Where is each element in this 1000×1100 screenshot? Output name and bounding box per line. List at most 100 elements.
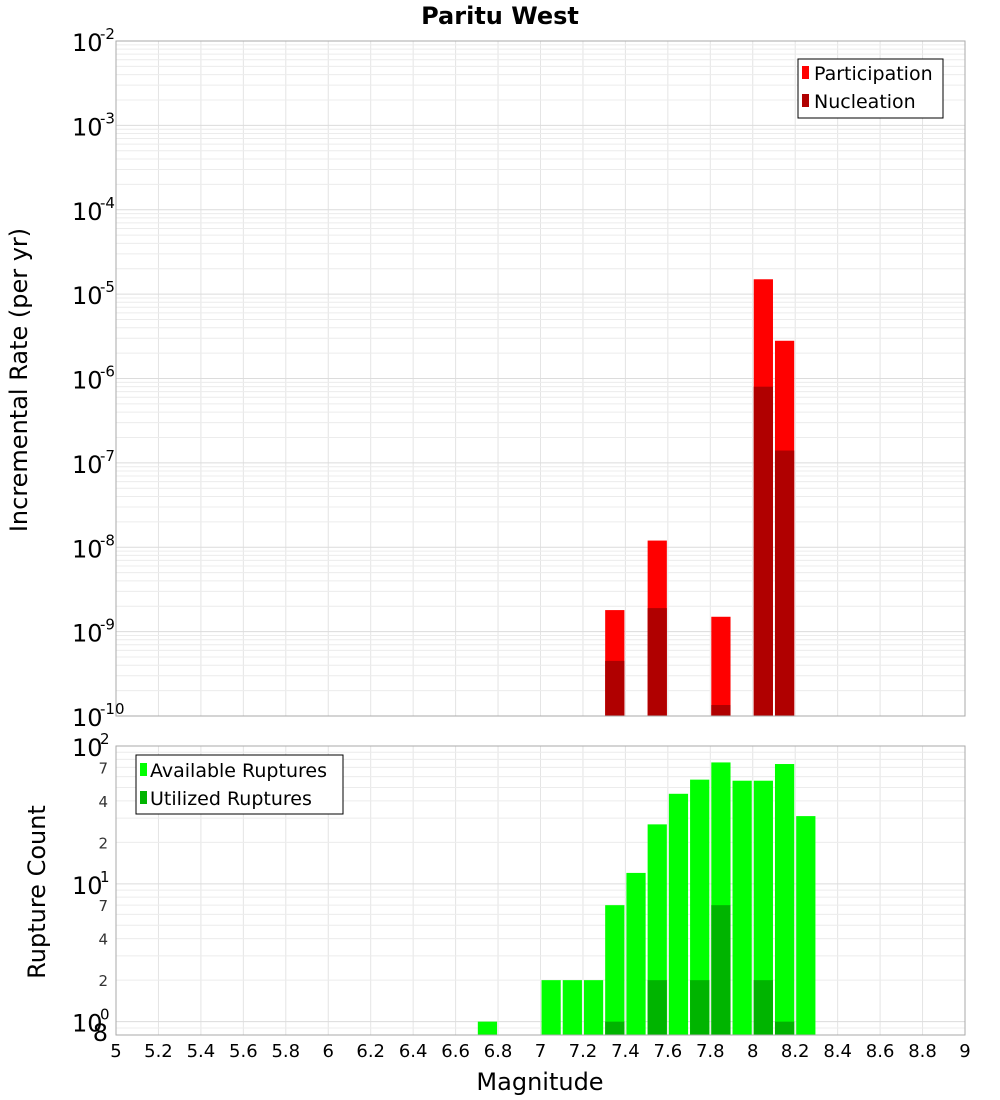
top-y-axis-label: Incremental Rate (per yr) (5, 228, 33, 532)
top-legend-box (797, 58, 944, 119)
x-axis-label: Magnitude (476, 1068, 603, 1096)
top-y-tick-base: 10 (72, 535, 103, 563)
bar-participation (711, 616, 731, 716)
bar-available-ruptures (668, 793, 689, 1035)
bottom-plot-border (115, 745, 966, 1036)
top-y-tick-base: 10 (72, 113, 103, 141)
legend-swatch-nucleation (802, 94, 809, 107)
bar-utilized-ruptures (605, 1021, 625, 1035)
bar-available-ruptures (562, 980, 582, 1035)
bottom-y-tick-minor: 8 (93, 1019, 108, 1047)
bar-available-ruptures (796, 816, 816, 1035)
bottom-y-tick-base: 10 (72, 1010, 103, 1038)
bar-nucleation (605, 660, 625, 716)
top-y-tick-exponent: -6 (100, 363, 115, 381)
top-y-tick-base: 10 (72, 367, 103, 395)
bottom-y-tick-minor: 4 (98, 793, 108, 811)
top-y-tick-exponent: -10 (100, 700, 125, 718)
x-tick-label: 7.8 (696, 1041, 725, 1062)
bottom-y-tick-minor: 7 (98, 897, 108, 915)
bar-available-ruptures (477, 1021, 498, 1035)
top-y-tick-base: 10 (72, 451, 103, 479)
bottom-y-tick-base: 10 (72, 872, 103, 900)
bottom-y-tick-minor: 4 (98, 931, 108, 949)
x-tick-label: 6 (323, 1041, 334, 1062)
legend-label-participation: Participation (814, 63, 933, 85)
bottom-y-tick-exponent: 2 (100, 730, 110, 748)
bar-nucleation (647, 608, 667, 716)
chart-title: Paritu West (421, 2, 579, 30)
top-y-tick-base: 10 (72, 198, 103, 226)
bar-available-ruptures (732, 780, 752, 1035)
x-tick-label: 7 (535, 1041, 546, 1062)
x-tick-label: 5.2 (144, 1041, 173, 1062)
top-y-tick-exponent: -5 (100, 278, 115, 296)
bottom-gridlines (115, 745, 966, 1036)
x-tick-labels: 5 5.2 5.4 5.6 5.8 6 6.2 6.4 6.6 6.8 7 7.2 7.4 7.6 7.8 8… (110, 1041, 970, 1062)
top-y-tick-exponent: -2 (100, 25, 115, 43)
x-tick-label: 8.2 (781, 1041, 810, 1062)
legend-swatch-utilized-ruptures (140, 791, 147, 804)
x-tick-label: 8.4 (823, 1041, 852, 1062)
bar-available-ruptures (583, 980, 604, 1035)
x-tick-label: 7.2 (569, 1041, 598, 1062)
top-gridlines (115, 41, 966, 717)
bottom-y-axis-label: Rupture Count (23, 805, 51, 979)
x-tick-label: 9 (959, 1041, 970, 1062)
bar-utilized-ruptures (711, 905, 731, 1035)
bar-nucleation (774, 450, 795, 716)
x-tick-label: 7.6 (654, 1041, 683, 1062)
legend-swatch-available-ruptures (140, 763, 147, 776)
bar-utilized-ruptures (774, 1021, 795, 1035)
bottom-y-tick-base: 10 (72, 734, 103, 762)
x-tick-label: 8 (747, 1041, 758, 1062)
bar-utilized-ruptures (647, 980, 667, 1035)
top-y-tick-exponent: -4 (100, 194, 115, 212)
x-tick-label: 6.6 (441, 1041, 470, 1062)
bar-available-ruptures (753, 780, 773, 1035)
bar-nucleation (753, 386, 773, 716)
legend-label-available-ruptures: Available Ruptures (150, 760, 327, 782)
bottom-y-tick-minor: 7 (98, 759, 108, 777)
top-y-tick-base: 10 (72, 620, 103, 648)
top-y-tick-base: 10 (72, 282, 103, 310)
bar-available-ruptures (690, 779, 710, 1035)
legend-swatch-participation (802, 66, 809, 79)
x-tick-label: 5.4 (187, 1041, 216, 1062)
bar-available-ruptures (774, 764, 795, 1035)
bar-nucleation (711, 705, 731, 716)
bottom-bars (477, 762, 816, 1035)
bar-available-ruptures (605, 905, 625, 1035)
x-tick-label: 5.6 (229, 1041, 258, 1062)
top-y-tick-exponent: -8 (100, 531, 115, 549)
bottom-legend-box (135, 754, 344, 815)
top-plot-border (115, 40, 966, 717)
legend-label-nucleation: Nucleation (814, 91, 916, 113)
top-y-tick-base: 10 (72, 704, 103, 732)
x-tick-label: 5 (110, 1041, 121, 1062)
top-y-tick-base: 10 (72, 29, 103, 57)
x-tick-label: 5.8 (271, 1041, 300, 1062)
x-tick-label: 7.4 (611, 1041, 640, 1062)
x-tick-label: 8.8 (908, 1041, 937, 1062)
top-legend: Participation Nucleation (797, 58, 944, 119)
top-y-tick-exponent: -3 (100, 109, 115, 127)
top-bars (605, 279, 795, 716)
bar-utilized-ruptures (753, 980, 773, 1035)
bar-utilized-ruptures (690, 980, 710, 1035)
x-tick-label: 8.6 (866, 1041, 895, 1062)
bottom-y-tick-minor: 2 (98, 834, 108, 852)
top-panel: Paritu West 10-1010-910-810-710-610-510-… (5, 2, 966, 732)
bar-available-ruptures (626, 872, 646, 1035)
x-tick-label: 6.4 (399, 1041, 428, 1062)
top-y-tick-exponent: -9 (100, 616, 115, 634)
bottom-y-tick-exponent: 0 (100, 1006, 110, 1024)
bottom-y-tick-minor: 2 (98, 972, 108, 990)
bottom-y-tick-exponent: 1 (100, 868, 110, 886)
x-tick-label: 6.8 (484, 1041, 513, 1062)
bottom-legend: Available Ruptures Utilized Ruptures (135, 754, 344, 815)
